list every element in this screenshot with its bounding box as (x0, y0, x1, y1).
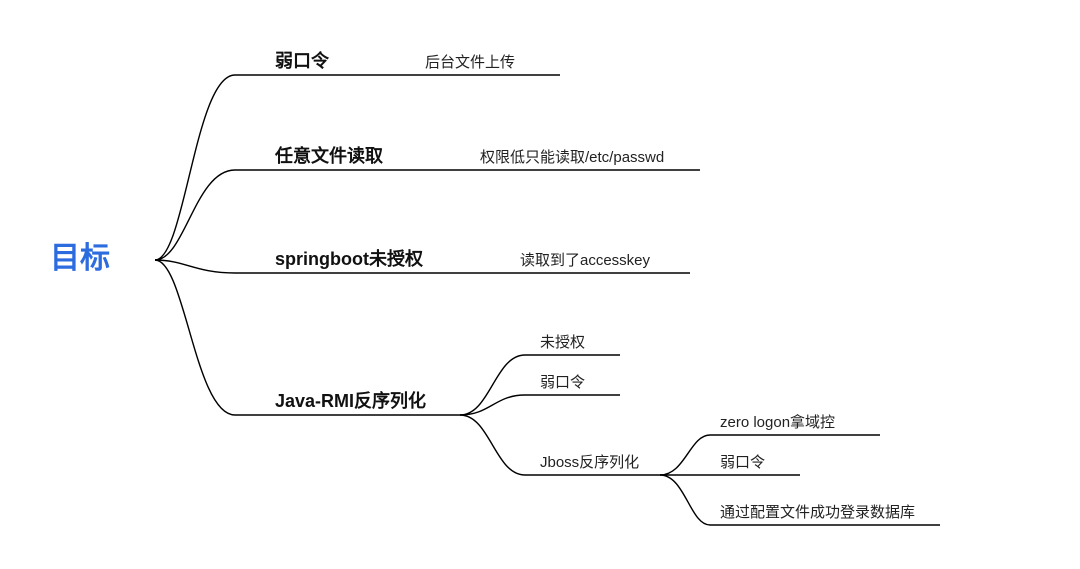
node-b2: 任意文件读取 (274, 145, 384, 166)
node-b3: springboot未授权 (275, 248, 424, 269)
node-b1: 弱口令 (275, 50, 330, 71)
edge-root-b1 (155, 75, 380, 260)
node-d2: 弱口令 (720, 454, 765, 471)
node-c6: Jboss反序列化 (540, 454, 639, 471)
node-c1: 后台文件上传 (425, 54, 515, 71)
root-node: 目标 (50, 242, 110, 275)
mindmap-canvas: 目标 弱口令 任意文件读取 springboot未授权 Java-RMI反序列化… (0, 0, 1080, 569)
node-d3: 通过配置文件成功登录数据库 (720, 504, 915, 521)
node-c4: 未授权 (540, 334, 585, 351)
edge-root-b2 (155, 170, 400, 260)
node-c5: 弱口令 (540, 374, 585, 391)
node-c2: 权限低只能读取/etc/passwd (480, 149, 664, 166)
node-c3: 读取到了accesskey (520, 252, 651, 269)
node-d1: zero logon拿域控 (720, 413, 835, 431)
edge-c6-d1 (660, 435, 880, 475)
node-b4: Java-RMI反序列化 (275, 390, 426, 411)
